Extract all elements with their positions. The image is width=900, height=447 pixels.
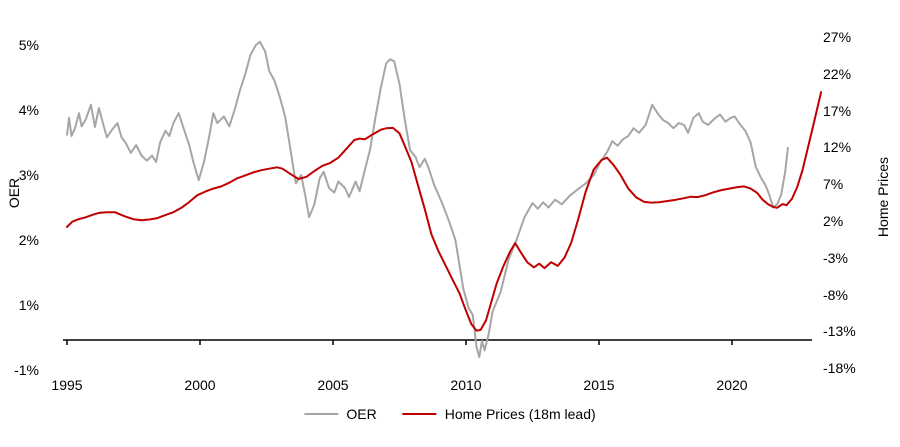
oer-line-swatch-icon <box>304 413 339 415</box>
left-axis-tick: -1% <box>14 362 39 378</box>
home-prices-line-swatch-icon <box>402 413 437 415</box>
right-axis-tick: 7% <box>823 176 844 192</box>
left-axis-tick: 2% <box>18 232 39 248</box>
legend-item-oer: OER <box>304 406 377 422</box>
right-axis-tick: 22% <box>823 66 852 82</box>
x-axis-tick: 2015 <box>583 377 615 393</box>
legend-label-oer: OER <box>346 406 377 422</box>
left-axis-tick: 5% <box>18 37 39 53</box>
right-axis-tick: -3% <box>823 250 848 266</box>
x-axis-tick: 1995 <box>51 377 83 393</box>
x-axis-tick: 2005 <box>317 377 349 393</box>
left-axis-tick: 4% <box>18 102 39 118</box>
oer-line <box>66 40 789 358</box>
right-axis-tick: 12% <box>823 139 852 155</box>
x-axis-tick: 2010 <box>450 377 482 393</box>
legend: OER Home Prices (18m lead) <box>304 406 596 422</box>
left-axis-tick: 3% <box>18 167 39 183</box>
right-axis-tick: 27% <box>823 29 852 45</box>
x-axis-tick: 2000 <box>184 377 216 393</box>
right-axis-tick: 2% <box>823 213 844 229</box>
legend-label-home-prices: Home Prices (18m lead) <box>444 406 596 422</box>
x-axis-tick: 2020 <box>716 377 748 393</box>
right-axis-tick: 17% <box>823 103 852 119</box>
right-axis-tick: -13% <box>823 323 856 339</box>
right-axis-tick: -8% <box>823 287 848 303</box>
left-axis-tick: 1% <box>18 297 39 313</box>
right-axis-tick: -18% <box>823 360 856 376</box>
home-prices-line <box>66 91 823 332</box>
legend-item-home-prices: Home Prices (18m lead) <box>402 406 596 422</box>
